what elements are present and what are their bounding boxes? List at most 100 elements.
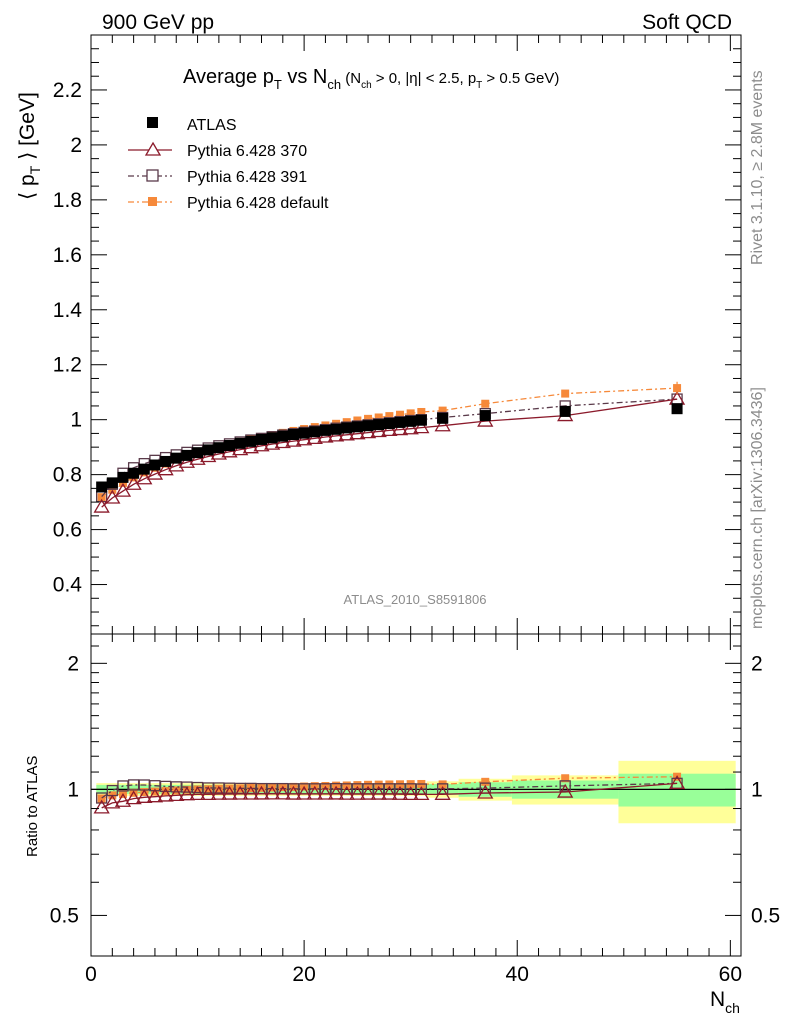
data-point-atlas (192, 447, 204, 459)
data-point-atlas (394, 416, 406, 428)
ratio-point-p370 (327, 785, 345, 800)
ratio-point-p370 (221, 785, 238, 800)
ratio-point-pdef (204, 785, 213, 794)
data-point-p370 (391, 421, 409, 436)
ratio-axis-label: Ratio to ATLAS (24, 756, 41, 857)
ratio-tick-label-left: 2 (67, 652, 79, 675)
data-point-atlas (405, 415, 417, 427)
main-plot: 0.4 0.6 0.8 1 1.2 1.4 1.6 1.8 2 2.2 (53, 34, 742, 956)
x-tick-label: 0 (85, 963, 97, 986)
data-point-atlas (149, 459, 161, 471)
data-point-p370 (93, 498, 110, 513)
data-point-pdef (97, 493, 106, 502)
x-tick-label: 40 (506, 963, 529, 986)
ratio-point-pdef (481, 777, 490, 786)
legend-marker-370 (144, 141, 162, 156)
data-point-atlas (351, 421, 363, 433)
data-point-atlas (224, 440, 236, 452)
ratio-point-p370 (349, 785, 366, 800)
ratio-point-pdef (561, 774, 570, 783)
data-point-p370 (327, 427, 345, 442)
ratio-point-p370 (477, 784, 494, 799)
ratio-point-pdef (150, 787, 159, 796)
data-point-atlas (287, 429, 299, 441)
ratio-point-p370 (391, 785, 409, 800)
ratio-point-pdef (172, 786, 181, 795)
plot-title: Average pT vs Nch (Nch > 0, |η| < 2.5, p… (183, 66, 559, 92)
data-point-atlas (234, 437, 246, 449)
energy-label: 900 GeV pp (102, 11, 214, 34)
y-tick-label: 1 (70, 409, 82, 432)
legend-label-atlas: ATLAS (187, 117, 237, 134)
data-point-atlas (128, 467, 140, 479)
ratio-point-p370 (381, 785, 398, 800)
rivet-version-label: Rivet 3.1.10, ≥ 2.8M events (749, 70, 766, 265)
y-tick-label: 1.4 (53, 299, 83, 322)
ratio-point-p370 (370, 785, 387, 800)
data-point-atlas (266, 432, 278, 444)
ratio-point-p370 (668, 775, 686, 790)
data-point-p370 (306, 430, 323, 445)
ratio-point-pdef (332, 781, 341, 790)
ratio-point-pdef (364, 780, 373, 789)
y-tick-label: 0.8 (53, 464, 82, 487)
data-point-pdef (561, 389, 570, 398)
ratio-point-p370 (295, 785, 313, 800)
ratio-tick-label-right: 2 (751, 652, 763, 675)
data-point-atlas (117, 471, 129, 483)
y-tick-label: 1.6 (53, 244, 82, 267)
legend-label-default: Pythia 6.428 default (187, 195, 329, 212)
ratio-point-p391 (202, 782, 214, 794)
ratio-point-p370 (200, 786, 217, 800)
ratio-plot: 0 20 40 60 0.5 0.5 1 1 2 2 (50, 633, 780, 986)
data-point-pdef (406, 409, 415, 418)
ratio-point-pdef (140, 788, 149, 797)
ratio-point-p391 (213, 782, 225, 794)
data-point-atlas (415, 414, 427, 426)
data-point-p370 (157, 461, 174, 476)
data-point-pdef (364, 414, 373, 423)
ratio-point-p370 (434, 786, 451, 800)
data-point-p370 (136, 470, 153, 485)
ratio-point-pdef (353, 781, 362, 790)
data-point-atlas (341, 422, 353, 434)
data-point-atlas (437, 412, 449, 424)
ratio-point-p370 (232, 785, 249, 800)
data-point-p370 (370, 423, 387, 438)
ratio-frame (90, 633, 742, 957)
ratio-point-p370 (189, 786, 206, 801)
ratio-point-pdef (193, 785, 202, 794)
ratio-tick-label-left: 0.5 (50, 904, 79, 927)
mcplots-reference-label: mcplots.cern.ch [arXiv:1306.3436] (749, 387, 766, 629)
ratio-tick-label-right: 1 (751, 778, 763, 801)
data-point-atlas (106, 477, 118, 489)
ratio-point-p370 (168, 787, 185, 802)
y-tick-label: 0.4 (53, 574, 83, 597)
ratio-point-p370 (306, 785, 323, 800)
ratio-point-p391 (559, 780, 571, 792)
ratio-line-p391 (101, 782, 678, 799)
data-point-p370 (104, 489, 121, 504)
data-point-p370 (317, 428, 334, 443)
legend-marker-atlas (147, 117, 158, 128)
data-point-pdef (385, 412, 394, 421)
process-label: Soft QCD (642, 11, 732, 34)
data-point-atlas (319, 424, 331, 436)
data-point-p370 (146, 465, 164, 480)
data-point-p370 (434, 417, 451, 432)
data-point-atlas (96, 481, 108, 493)
data-point-p370 (295, 431, 313, 446)
data-point-p370 (402, 420, 419, 435)
data-point-atlas (383, 418, 395, 430)
analysis-watermark: ATLAS_2010_S8591806 (344, 592, 487, 607)
data-point-p370 (359, 424, 377, 439)
ratio-point-p370 (274, 785, 291, 800)
data-point-p370 (114, 482, 132, 497)
data-point-atlas (373, 419, 385, 431)
data-point-atlas (245, 435, 257, 447)
ratio-point-pdef (214, 784, 223, 793)
y-tick-label: 2 (70, 134, 82, 157)
data-point-pdef (374, 413, 383, 422)
ratio-point-p370 (210, 785, 228, 800)
data-point-atlas (160, 455, 172, 467)
